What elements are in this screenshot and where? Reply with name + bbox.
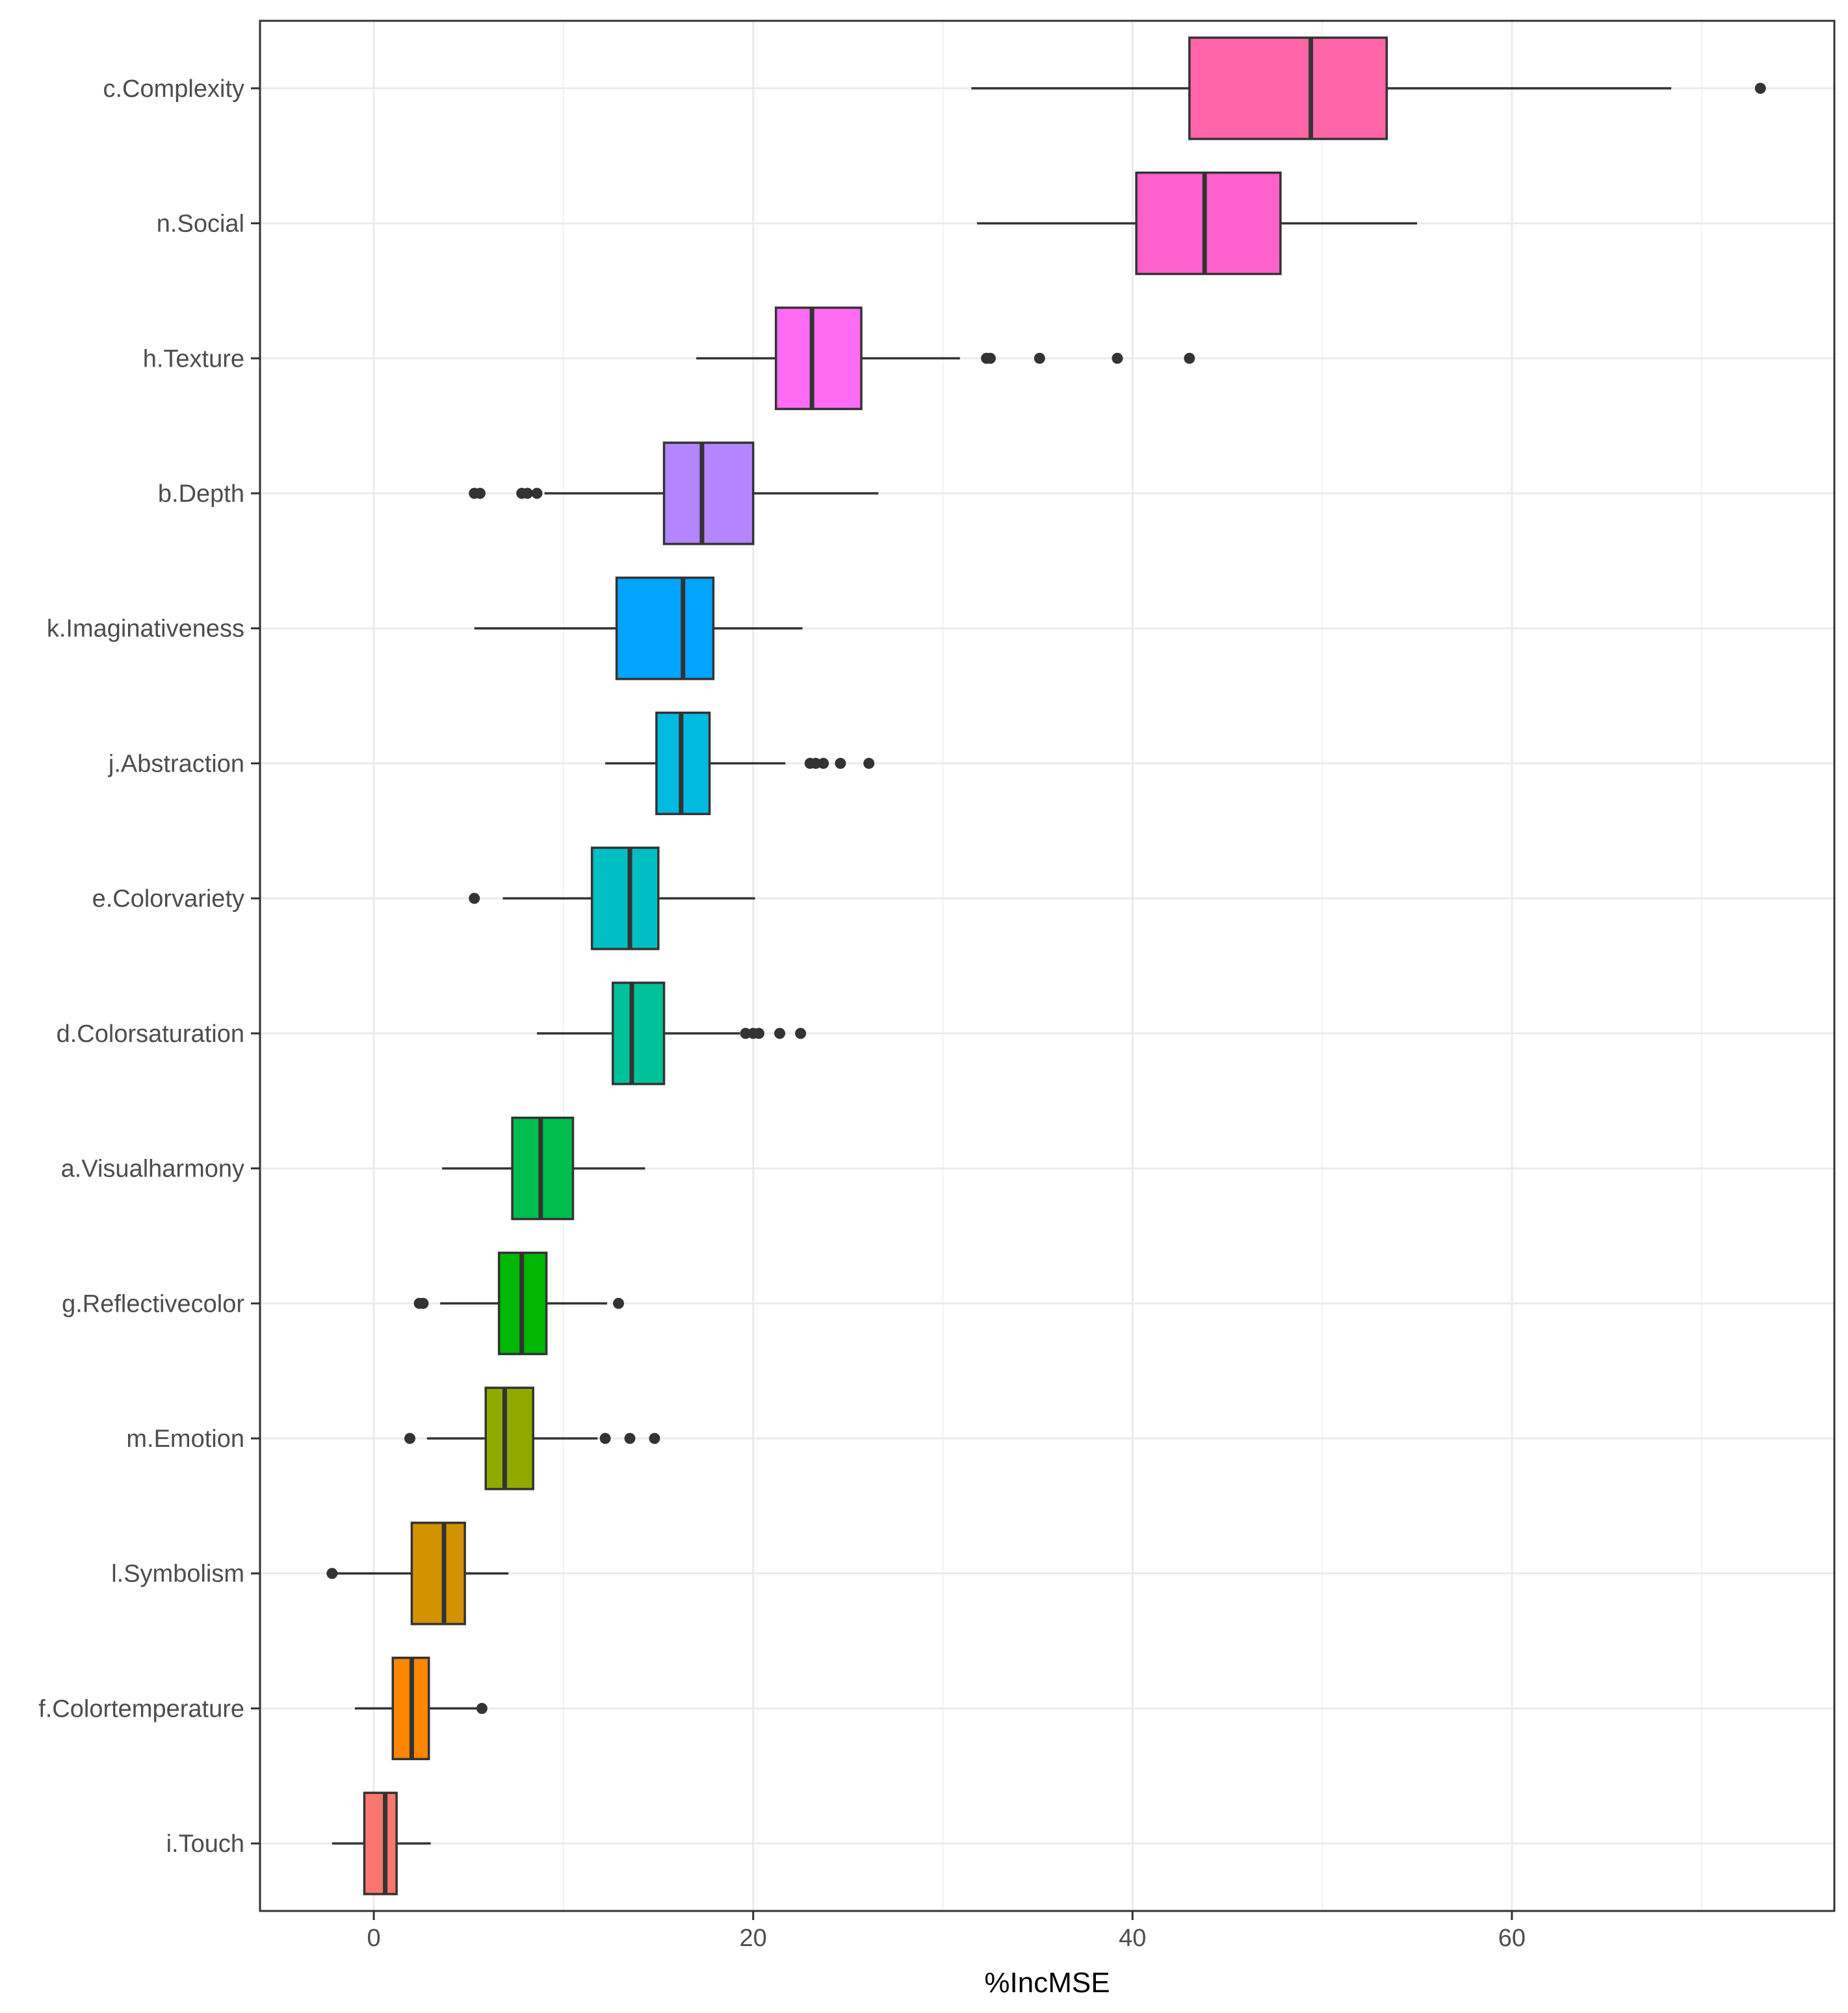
outlier-point	[624, 1433, 636, 1444]
outlier-point	[740, 1028, 751, 1039]
outlier-point	[863, 757, 875, 769]
outlier-point	[469, 892, 480, 904]
y-tick-label: e.Colorvariety	[92, 885, 244, 913]
box-iqr	[662, 441, 755, 545]
y-tick-label: a.Visualharmony	[61, 1156, 244, 1183]
box-group	[442, 1116, 645, 1221]
outlier-point	[818, 757, 829, 769]
box-series	[326, 36, 1766, 1895]
y-tick-label: m.Emotion	[126, 1425, 244, 1453]
y-tick-label: b.Depth	[158, 480, 244, 508]
box-group	[474, 577, 803, 681]
x-axis: 0 20 40 60	[367, 1911, 1526, 1952]
x-tick-label: 0	[367, 1925, 381, 1952]
y-tick-label: c.Complexity	[103, 75, 245, 103]
outlier-point	[531, 487, 543, 499]
outlier-point	[810, 757, 822, 769]
y-axis: c.Complexity n.Social h.Texture b.Depth k.Im…	[38, 75, 260, 1858]
box-iqr	[1188, 36, 1388, 140]
outlier-point	[774, 1028, 786, 1039]
outlier-point	[1112, 352, 1123, 364]
box-group	[469, 846, 755, 950]
box-iqr	[484, 1386, 534, 1490]
outlier-point	[835, 757, 846, 769]
outlier-point	[474, 487, 486, 499]
outlier-point	[795, 1028, 807, 1039]
outlier-point	[404, 1433, 416, 1444]
box-iqr	[590, 846, 660, 950]
box-group	[971, 36, 1766, 140]
outlier-point	[613, 1297, 625, 1309]
plot-background	[260, 21, 1834, 1911]
x-tick-label: 40	[1119, 1925, 1146, 1952]
y-tick-label: g.Reflectivecolor	[62, 1290, 244, 1318]
y-tick-label: h.Texture	[143, 345, 244, 372]
box-group	[696, 306, 1195, 410]
plot-border	[259, 19, 1836, 1912]
x-tick-label: 60	[1498, 1925, 1526, 1952]
box-group	[413, 1251, 625, 1355]
y-tick-label: i.Touch	[166, 1830, 244, 1858]
y-tick-label: k.Imaginativeness	[47, 616, 244, 643]
box-group	[354, 1656, 488, 1761]
box-group	[326, 1522, 509, 1626]
box-group	[537, 981, 807, 1085]
outlier-point	[326, 1568, 338, 1579]
outlier-point	[599, 1433, 611, 1444]
y-tick-label: f.Colortemperature	[38, 1695, 244, 1722]
y-tick-label: d.Colorsaturation	[57, 1020, 244, 1048]
outlier-point	[417, 1297, 429, 1309]
y-tick-label: n.Social	[157, 211, 244, 238]
box-group	[977, 171, 1418, 276]
outlier-point	[753, 1028, 764, 1039]
box-group	[332, 1791, 431, 1895]
x-axis-title: %IncMSE	[984, 1967, 1110, 1999]
box-iqr	[774, 306, 863, 410]
outlier-point	[649, 1433, 660, 1444]
outlier-point	[521, 487, 533, 499]
x-tick-label: 20	[740, 1925, 767, 1952]
outlier-point	[984, 352, 996, 364]
box-iqr	[615, 577, 715, 681]
box-group	[469, 441, 879, 545]
box-group	[404, 1386, 660, 1490]
box-iqr	[410, 1522, 466, 1626]
box-iqr	[612, 981, 666, 1085]
outlier-point	[1184, 352, 1195, 364]
minor-gridlines	[562, 21, 1702, 1911]
outlier-point	[476, 1702, 488, 1714]
y-tick-label: j.Abstraction	[108, 750, 244, 777]
box-group	[605, 711, 875, 816]
y-tick-label: l.Symbolism	[111, 1561, 244, 1588]
box-iqr	[363, 1791, 398, 1895]
box-iqr	[1135, 171, 1282, 276]
outlier-point	[1034, 352, 1045, 364]
outlier-point	[1754, 83, 1766, 94]
